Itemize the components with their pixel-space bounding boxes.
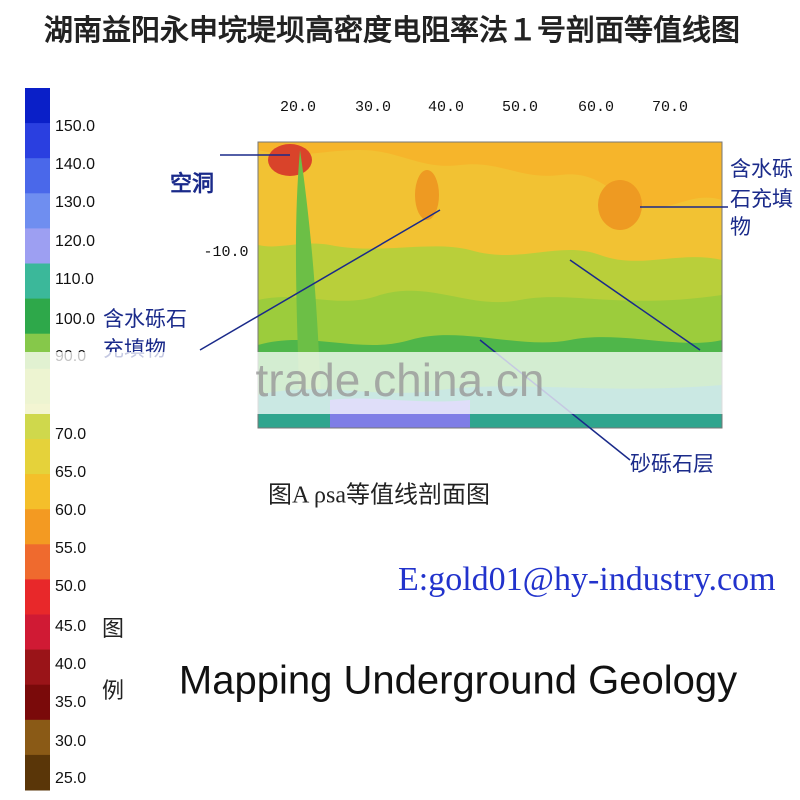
colorbar-swatch bbox=[25, 263, 50, 300]
colorbar-swatch bbox=[25, 579, 50, 615]
legend-label: 100.0 bbox=[55, 311, 95, 328]
watermark: trade.china.cn bbox=[256, 354, 545, 406]
legend-label: 45.0 bbox=[55, 618, 86, 635]
colorbar-swatch bbox=[25, 719, 50, 756]
title: 湖南益阳永申垸堤坝高密度电阻率法１号剖面等值线图 bbox=[44, 13, 740, 47]
annotation: 含水砾 bbox=[730, 157, 793, 181]
annotation: 砂砾石层 bbox=[630, 452, 714, 476]
email: E:gold01@hy-industry.com bbox=[398, 561, 776, 598]
anomaly bbox=[415, 170, 439, 220]
annotation: 物 bbox=[730, 215, 751, 239]
anomaly bbox=[598, 180, 642, 230]
legend-label: 40.0 bbox=[55, 656, 86, 673]
x-tick-label: 60.0 bbox=[578, 99, 614, 116]
legend-label: 130.0 bbox=[55, 194, 95, 211]
y-tick-label: -10.0 bbox=[203, 244, 248, 261]
legend-label: 60.0 bbox=[55, 502, 86, 519]
band-60 bbox=[258, 142, 722, 208]
legend-label: 25.0 bbox=[55, 770, 86, 787]
annotation: 空洞 bbox=[170, 171, 214, 197]
legend-colorbar bbox=[25, 88, 50, 791]
x-tick-label: 40.0 bbox=[428, 99, 464, 116]
legend-caption: 图例 bbox=[102, 617, 124, 704]
colorbar-swatch bbox=[25, 684, 50, 721]
legend-label: 65.0 bbox=[55, 464, 86, 481]
colorbar-swatch bbox=[25, 474, 50, 510]
legend-label: 150.0 bbox=[55, 118, 95, 135]
colorbar-swatch bbox=[25, 228, 50, 264]
legend-label: 35.0 bbox=[55, 694, 86, 711]
colorbar-swatch bbox=[25, 614, 50, 651]
colorbar-swatch bbox=[25, 88, 50, 124]
colorbar-swatch bbox=[25, 298, 50, 335]
anomaly bbox=[268, 144, 312, 176]
legend-label: 140.0 bbox=[55, 156, 95, 173]
annotation: 石充填 bbox=[730, 187, 793, 211]
x-tick-label: 30.0 bbox=[355, 99, 391, 116]
legend-label: 50.0 bbox=[55, 578, 86, 595]
profile-caption: 图A ρsa等值线剖面图 bbox=[268, 482, 490, 509]
legend-label: 70.0 bbox=[55, 426, 86, 443]
subtitle: Mapping Underground Geology bbox=[179, 659, 737, 703]
legend-label: 120.0 bbox=[55, 233, 95, 250]
frame bbox=[257, 141, 723, 429]
colorbar-swatch bbox=[25, 123, 50, 159]
colorbar-swatch bbox=[25, 544, 50, 580]
colorbar-swatch bbox=[25, 158, 50, 194]
watermark-band bbox=[0, 352, 800, 414]
legend-label: 30.0 bbox=[55, 733, 86, 750]
colorbar-swatch bbox=[25, 754, 50, 791]
legend-label: 55.0 bbox=[55, 540, 86, 557]
colorbar-swatch bbox=[25, 649, 50, 686]
colorbar-swatch bbox=[25, 439, 50, 475]
colorbar-swatch bbox=[25, 193, 50, 229]
annotation: 含水砾石 bbox=[103, 307, 187, 331]
x-tick-label: 20.0 bbox=[280, 99, 316, 116]
x-tick-label: 50.0 bbox=[502, 99, 538, 116]
colorbar-swatch bbox=[25, 509, 50, 545]
x-tick-label: 70.0 bbox=[652, 99, 688, 116]
legend-label: 110.0 bbox=[55, 271, 94, 288]
